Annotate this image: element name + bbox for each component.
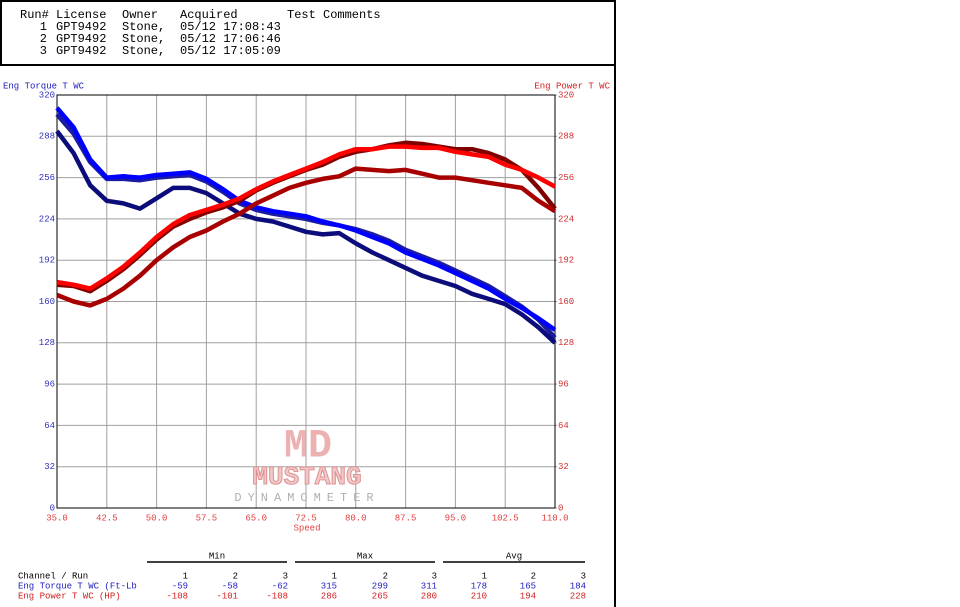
stat-value: -108	[266, 591, 288, 601]
x-tick-label: 80.0	[345, 513, 367, 523]
y-tick-label: 160	[39, 297, 55, 307]
data-line	[55, 129, 557, 345]
header-cell: GPT9492	[56, 32, 106, 46]
header-cell: GPT9492	[56, 20, 106, 34]
header-column: Owner	[122, 8, 158, 22]
stat-value: 194	[520, 591, 536, 601]
stat-value: -62	[272, 581, 288, 591]
stat-value: 228	[570, 591, 586, 601]
y-tick-label: 64	[44, 421, 55, 431]
stat-value: 286	[321, 591, 337, 601]
x-axis-label: Speed	[293, 523, 320, 533]
run-number: 3	[283, 571, 288, 581]
stat-value: 265	[372, 591, 388, 601]
y2-tick-label: 0	[558, 503, 563, 513]
header-cell: 1	[40, 20, 47, 34]
header-cell: 05/12 17:06:46	[180, 32, 281, 46]
header-cell: 05/12 17:08:43	[180, 20, 281, 34]
stat-value: 280	[421, 591, 437, 601]
data-line	[56, 144, 557, 291]
header-cell: GPT9492	[56, 44, 106, 58]
watermark-logo: MD	[284, 425, 332, 470]
x-tick-label: 110.0	[541, 513, 568, 523]
data-line	[55, 112, 557, 340]
run-number: 1	[332, 571, 337, 581]
y2-axis-label: Eng Power T WC	[534, 81, 610, 91]
y-tick-label: 256	[39, 173, 55, 183]
x-tick-label: 50.0	[146, 513, 168, 523]
stat-value: 178	[471, 581, 487, 591]
header-cell: Stone,	[122, 32, 165, 46]
y2-tick-label: 160	[558, 297, 574, 307]
run-number: 2	[531, 571, 536, 581]
header-column: Acquired	[180, 8, 238, 22]
x-tick-label: 65.0	[245, 513, 267, 523]
stat-value: 210	[471, 591, 487, 601]
y2-tick-label: 64	[558, 421, 569, 431]
data-line	[55, 106, 557, 332]
header-column: License	[56, 8, 106, 22]
header-cell: Stone,	[122, 44, 165, 58]
y2-tick-label: 224	[558, 214, 574, 224]
header-cell: 2	[40, 32, 47, 46]
y-tick-label: 96	[44, 379, 55, 389]
row-header: Channel / Run	[18, 571, 88, 581]
x-tick-label: 72.5	[295, 513, 317, 523]
stat-value: -101	[216, 591, 238, 601]
y2-tick-label: 32	[558, 462, 569, 472]
run-number: 1	[482, 571, 487, 581]
y2-tick-label: 320	[558, 90, 574, 100]
y-tick-label: 320	[39, 90, 55, 100]
run-number: 2	[383, 571, 388, 581]
row-label: Eng Torque T WC (Ft-Lb	[18, 581, 137, 591]
header-cell: 05/12 17:05:09	[180, 44, 281, 58]
x-tick-label: 35.0	[46, 513, 68, 523]
group-header: Max	[357, 551, 373, 561]
y-tick-label: 0	[50, 503, 55, 513]
run-number: 3	[432, 571, 437, 581]
y2-tick-label: 192	[558, 256, 574, 266]
stat-value: 165	[520, 581, 536, 591]
stat-value: 299	[372, 581, 388, 591]
plot-frame	[56, 94, 556, 509]
run-number: 2	[233, 571, 238, 581]
y-axis-label: Eng Torque T WC	[3, 81, 85, 91]
x-tick-label: 102.5	[492, 513, 519, 523]
y-tick-label: 288	[39, 132, 55, 142]
y-tick-label: 32	[44, 462, 55, 472]
watermark-name: MUSTANG	[252, 462, 361, 492]
header-column: Test Comments	[287, 8, 381, 22]
header-cell: Stone,	[122, 20, 165, 34]
stat-value: 311	[421, 581, 437, 591]
row-label: Eng Power T WC (HP)	[18, 591, 121, 601]
group-header: Avg	[506, 551, 522, 561]
run-number: 1	[183, 571, 188, 581]
x-tick-label: 87.5	[395, 513, 417, 523]
stat-value: -108	[166, 591, 188, 601]
run-number: 3	[581, 571, 586, 581]
group-header: Min	[209, 551, 225, 561]
x-tick-label: 42.5	[96, 513, 118, 523]
watermark-sub: DYNAMOMETER	[234, 491, 379, 505]
header-column: Run#	[20, 8, 49, 22]
stat-value: 184	[570, 581, 586, 591]
y2-tick-label: 96	[558, 379, 569, 389]
y2-tick-label: 256	[558, 173, 574, 183]
header-cell: 3	[40, 44, 47, 58]
y-tick-label: 192	[39, 256, 55, 266]
stat-value: -59	[172, 581, 188, 591]
stat-value: 315	[321, 581, 337, 591]
y2-tick-label: 288	[558, 132, 574, 142]
x-tick-label: 95.0	[445, 513, 467, 523]
watermark: MD MUSTANG DYNAMOMETER	[234, 425, 379, 506]
y-tick-label: 128	[39, 338, 55, 348]
x-tick-label: 57.5	[196, 513, 218, 523]
stat-value: -58	[222, 581, 238, 591]
data-line	[56, 166, 557, 308]
y-tick-label: 224	[39, 214, 55, 224]
y2-tick-label: 128	[558, 338, 574, 348]
